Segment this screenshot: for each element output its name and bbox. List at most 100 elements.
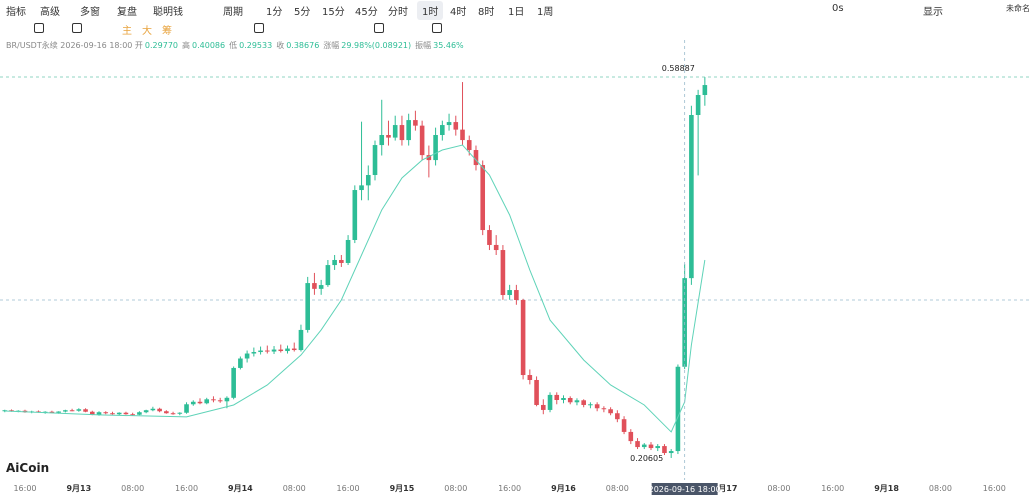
- candle-body: [9, 410, 14, 412]
- candle-body: [190, 401, 196, 405]
- x-tick-label: 9月18: [874, 484, 899, 493]
- x-tick-label: 08:00: [767, 484, 790, 493]
- candle-body: [170, 413, 176, 415]
- candle-body: [406, 120, 411, 141]
- menu-item[interactable]: 复盘: [117, 7, 137, 18]
- candle-body: [15, 410, 21, 412]
- candle-body: [285, 348, 290, 352]
- candle-body: [514, 290, 519, 300]
- candle-body: [123, 412, 129, 415]
- period-active[interactable]: 1时: [417, 1, 444, 20]
- candle-body: [487, 230, 492, 245]
- candle-body: [493, 244, 499, 251]
- candle-body: [641, 444, 647, 448]
- candle-body: [601, 408, 607, 410]
- candle-body: [413, 120, 418, 126]
- field-value: 0.29533: [239, 41, 273, 50]
- candle-body: [164, 411, 169, 414]
- candle-body: [500, 250, 506, 296]
- x-tick-label: 9月17: [713, 484, 738, 493]
- candle-body: [567, 398, 573, 403]
- x-tick-label: 9月15: [390, 484, 415, 493]
- candle-body: [561, 398, 566, 400]
- period[interactable]: 1日: [508, 7, 525, 18]
- candle-body: [130, 414, 135, 416]
- candle-body: [244, 353, 250, 359]
- candle-body: [372, 145, 378, 176]
- period[interactable]: 45分: [355, 7, 378, 18]
- fields: 开 0.29770 高 0.40086 低 0.29533 收 0.38676 涨幅 29.98%…: [135, 41, 468, 50]
- candle-body: [574, 400, 580, 403]
- candle-body: [359, 185, 364, 191]
- x-tick-label: 08:00: [121, 484, 144, 493]
- candle-body: [150, 408, 156, 411]
- tool[interactable]: 主: [122, 26, 132, 37]
- field-label: 收: [276, 41, 285, 50]
- menu-item[interactable]: 显示: [923, 7, 943, 18]
- menu-item[interactable]: 0s: [832, 3, 844, 14]
- tool-icon[interactable]: [374, 23, 384, 33]
- crosshair-label-bg: [651, 483, 718, 495]
- menu-item[interactable]: 周期: [223, 7, 243, 18]
- tool-icon[interactable]: [254, 23, 264, 33]
- field-value: 0.40086: [192, 41, 226, 50]
- candle-body: [211, 399, 216, 401]
- period[interactable]: 4时: [450, 7, 467, 18]
- candle-body: [689, 115, 694, 279]
- tool-icon[interactable]: [34, 23, 44, 33]
- candle-body: [581, 400, 586, 405]
- field-value: 29.98%(0.08921): [341, 41, 412, 50]
- menu-item[interactable]: 多窗: [80, 7, 100, 18]
- period[interactable]: 15分: [322, 7, 345, 18]
- candle-body: [224, 397, 230, 402]
- max-label: 0.58887: [662, 64, 695, 73]
- tool-icon[interactable]: [72, 23, 82, 33]
- tool[interactable]: 大: [142, 26, 152, 37]
- candle-body: [89, 411, 95, 415]
- candle-body: [621, 419, 627, 432]
- candle-body: [265, 350, 270, 352]
- period[interactable]: 1周: [537, 7, 554, 18]
- period[interactable]: 分时: [388, 7, 408, 18]
- candle-body: [2, 410, 8, 412]
- candle-body: [63, 410, 68, 412]
- candle-body: [419, 125, 425, 156]
- candle-body: [69, 410, 75, 412]
- candle-body: [157, 408, 162, 412]
- tool-icon[interactable]: [432, 23, 442, 33]
- candle-body: [352, 190, 358, 240]
- candle-body: [392, 125, 398, 138]
- candle-body: [298, 329, 304, 351]
- tool[interactable]: 筹: [162, 26, 172, 37]
- x-tick-label: 16:00: [175, 484, 198, 493]
- candle-body: [460, 129, 465, 141]
- menu-item[interactable]: 指标: [6, 7, 26, 18]
- period[interactable]: 8时: [478, 7, 495, 18]
- candle-body: [204, 399, 210, 404]
- candle-body: [520, 299, 526, 376]
- menu-item[interactable]: 未命名: [1006, 4, 1030, 13]
- menu-item[interactable]: 高级: [40, 7, 60, 18]
- candle-body: [332, 259, 337, 266]
- field-value: 0.29770: [144, 41, 179, 50]
- menu-item[interactable]: 聪明钱: [153, 7, 183, 18]
- candle-body: [325, 265, 331, 286]
- candle-body: [110, 413, 115, 415]
- candle-body: [339, 259, 344, 263]
- candle-body: [433, 135, 438, 161]
- candle-body: [668, 451, 674, 454]
- candle-body: [379, 135, 385, 146]
- x-tick-label: 08:00: [283, 484, 306, 493]
- candle-body: [312, 283, 317, 289]
- x-tick-label: 9月13: [66, 484, 91, 493]
- candle-body: [197, 401, 203, 404]
- candle-body: [655, 446, 661, 449]
- period[interactable]: 5分: [294, 7, 311, 18]
- candle-body: [258, 350, 263, 353]
- candle-body: [554, 394, 560, 400]
- x-tick-label: 16:00: [337, 484, 360, 493]
- candle-body: [662, 446, 667, 454]
- period[interactable]: 1分: [266, 7, 283, 18]
- candle-body: [76, 409, 82, 411]
